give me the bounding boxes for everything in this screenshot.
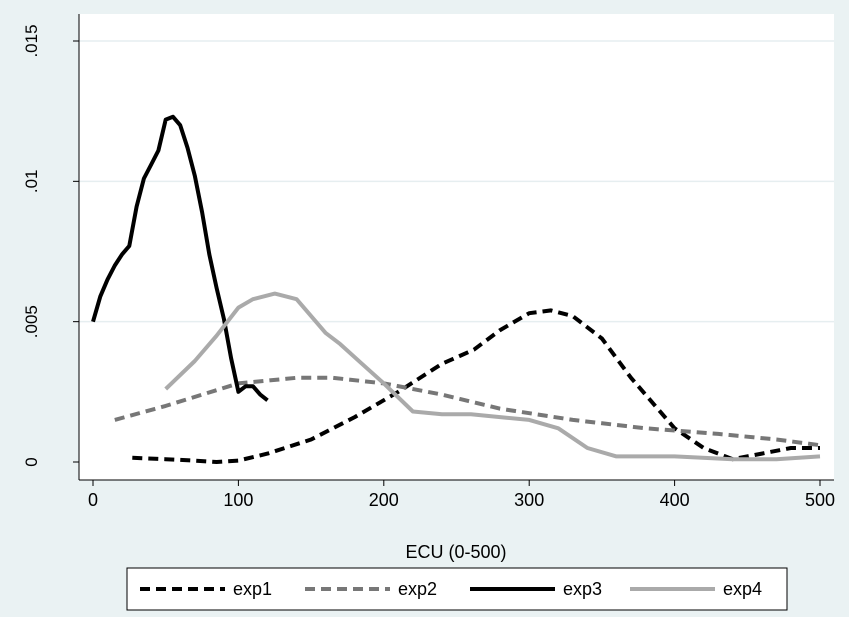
gridlines — [79, 40, 834, 323]
x-tick-label: 0 — [88, 490, 98, 510]
x-axis-title: ECU (0-500) — [405, 542, 506, 562]
x-tick-label: 100 — [223, 490, 253, 510]
legend-label-exp3: exp3 — [563, 579, 602, 599]
series-line-exp4 — [164, 291, 821, 462]
legend-entries: exp1 exp2 exp3 exp4 — [140, 579, 762, 599]
legend-label-exp1: exp1 — [233, 579, 272, 599]
y-tick-label: 0 — [22, 457, 41, 466]
y-tick-label: .015 — [22, 24, 41, 57]
legend-label-exp2: exp2 — [398, 579, 437, 599]
y-tick-label: .01 — [22, 170, 41, 194]
plot-area — [79, 14, 834, 480]
axis-ticks: 0 .005 .01 .015 0 100 200 300 400 500 — [22, 24, 835, 510]
series-line-exp1 — [132, 308, 820, 464]
x-tick-label: 500 — [805, 490, 835, 510]
series-line-exp3 — [91, 114, 269, 402]
x-tick-label: 300 — [514, 490, 544, 510]
series-lines — [91, 114, 821, 464]
y-tick-label: .005 — [22, 305, 41, 338]
x-tick-label: 200 — [369, 490, 399, 510]
legend-label-exp4: exp4 — [723, 579, 762, 599]
x-tick-label: 400 — [660, 490, 690, 510]
